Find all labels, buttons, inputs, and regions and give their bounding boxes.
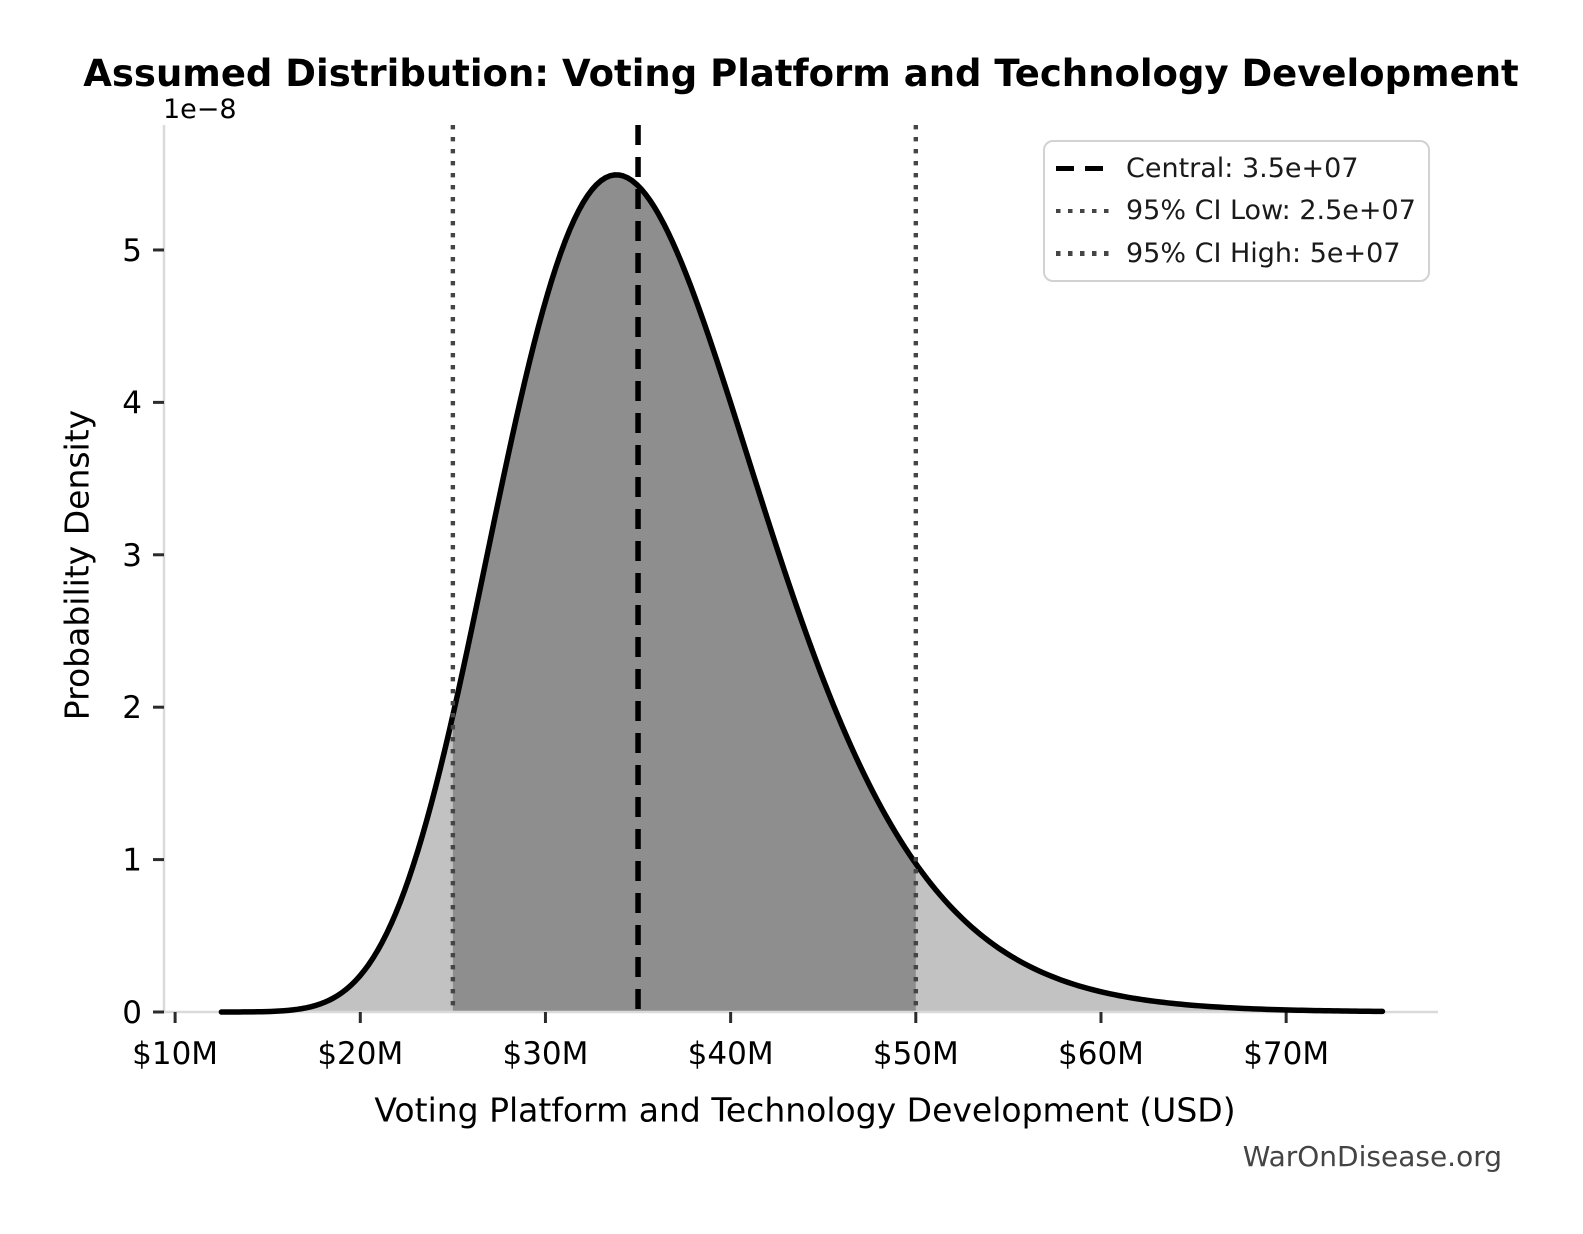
- x-tick-label: $40M: [688, 1036, 774, 1072]
- y-tick-label: 3: [122, 538, 142, 574]
- legend-item-ci-low: 95% CI Low: 2.5e+07: [1056, 195, 1416, 226]
- legend-label-central: Central: 3.5e+07: [1126, 152, 1359, 184]
- dotted-line-icon: [1056, 251, 1109, 256]
- x-tick-label: $60M: [1058, 1036, 1144, 1072]
- chart-title: Assumed Distribution: Voting Platform an…: [83, 52, 1519, 95]
- dotted-line-icon: [1056, 208, 1109, 214]
- density-fill-ci: [452, 174, 916, 1012]
- y-axis-offset-label: 1e−8: [163, 94, 237, 125]
- dashed-line-icon: [1056, 165, 1109, 171]
- x-tick-label: $10M: [132, 1036, 218, 1072]
- legend-label-ci-low: 95% CI Low: 2.5e+07: [1126, 195, 1416, 227]
- legend-item-central: Central: 3.5e+07: [1056, 153, 1416, 184]
- y-tick-label: 1: [122, 843, 142, 879]
- watermark: WarOnDisease.org: [1242, 1140, 1502, 1173]
- y-tick-label: 0: [122, 995, 142, 1031]
- x-axis-label: Voting Platform and Technology Developme…: [374, 1090, 1236, 1130]
- y-axis-label: Probability Density: [57, 409, 97, 721]
- y-tick-label: 5: [122, 233, 142, 269]
- legend: Central: 3.5e+07 95% CI Low: 2.5e+07 95%…: [1043, 140, 1430, 282]
- x-tick-label: $30M: [502, 1036, 588, 1072]
- legend-item-ci-high: 95% CI High: 5e+07: [1056, 238, 1416, 269]
- x-tick-label: $50M: [873, 1036, 959, 1072]
- x-tick-label: $20M: [317, 1036, 403, 1072]
- legend-label-ci-high: 95% CI High: 5e+07: [1126, 238, 1401, 270]
- y-tick-label: 4: [122, 385, 142, 421]
- density-curve: [218, 172, 1386, 1015]
- x-tick-label: $70M: [1243, 1036, 1329, 1072]
- y-tick-label: 2: [122, 690, 142, 726]
